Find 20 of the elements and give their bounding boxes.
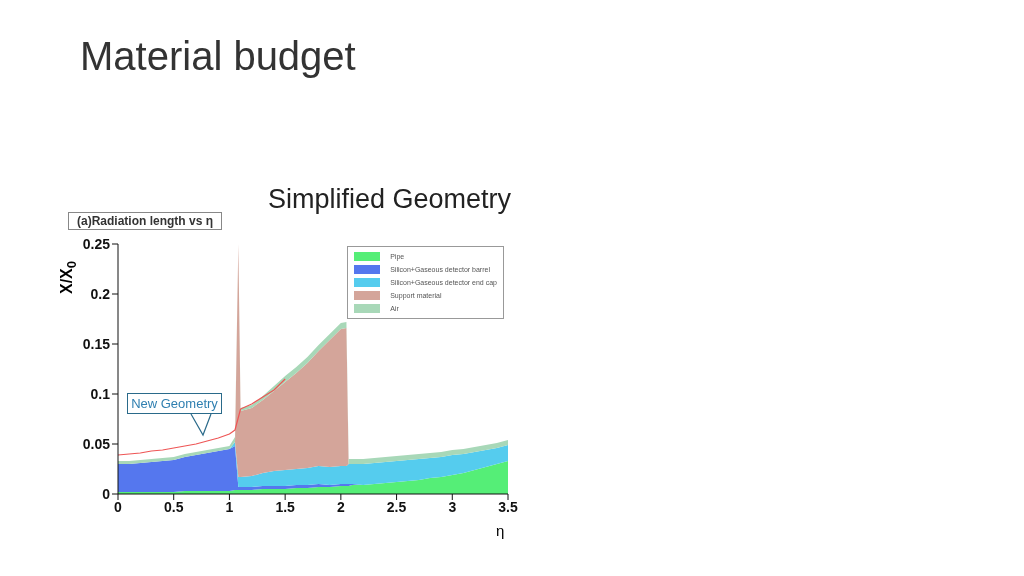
- x-tick-label: 3: [448, 498, 457, 515]
- x-tick-label: 1.5: [275, 498, 296, 515]
- annotation: New Geometry: [127, 393, 222, 414]
- y-tick-label: 0.2: [90, 285, 111, 302]
- x-tick-label: 0.5: [163, 498, 184, 515]
- x-tick-label: 2: [336, 498, 345, 515]
- x-tick-label: 3.5: [498, 498, 518, 515]
- y-tick-label: 0.1: [90, 385, 111, 402]
- y-tick-label: 0: [102, 485, 111, 502]
- x-tick-label: 1: [225, 498, 234, 515]
- chart-subtitle: (a)Radiation length vs η: [77, 214, 214, 228]
- y-tick-label: 0.05: [82, 435, 111, 452]
- y-tick-label: 0.15: [82, 335, 111, 352]
- line-series: [118, 378, 286, 456]
- y-tick-label: 0.25: [82, 235, 111, 252]
- x-axis-title: η: [496, 522, 505, 539]
- x-tick-label: 2.5: [386, 498, 407, 515]
- chart-title: Simplified Geometry: [268, 184, 512, 215]
- text: Material budget: [80, 34, 356, 79]
- x-tick-label: 0: [114, 498, 123, 515]
